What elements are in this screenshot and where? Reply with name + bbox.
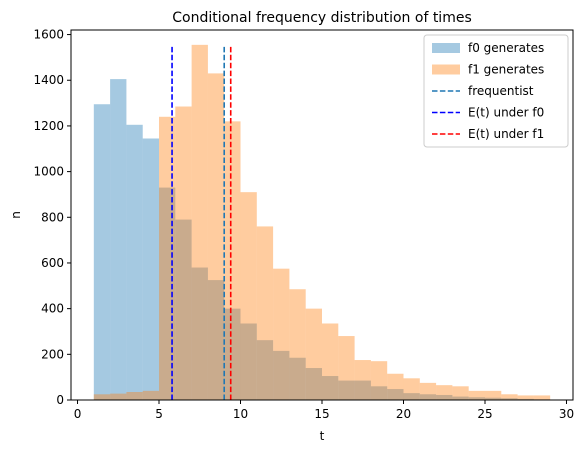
histogram-bar — [419, 382, 437, 400]
x-tick-label: 25 — [477, 407, 492, 421]
y-tick-label: 400 — [41, 302, 64, 316]
histogram-bar — [273, 350, 290, 400]
histogram-bar — [289, 289, 306, 400]
histogram-bar — [468, 390, 485, 400]
histogram-bar — [322, 323, 339, 400]
x-tick-label: 0 — [74, 407, 82, 421]
histogram-bar — [517, 395, 534, 400]
histogram-bar — [468, 397, 485, 400]
histogram-bar — [142, 390, 160, 400]
histogram-bar — [387, 389, 404, 400]
histogram-bar — [484, 397, 502, 400]
histogram-bar — [93, 104, 111, 400]
histogram-bar — [452, 386, 469, 400]
histogram-bar — [126, 392, 143, 400]
histogram-bar — [240, 323, 257, 400]
histogram-bar — [338, 336, 355, 400]
histogram-bar — [126, 124, 143, 401]
histogram-bar — [256, 340, 274, 400]
histogram-bar — [354, 380, 371, 400]
histogram-bar — [305, 368, 322, 400]
histogram-bar — [289, 357, 306, 400]
histogram-bar — [110, 79, 127, 401]
histogram-bar — [403, 378, 420, 400]
plot-area — [93, 44, 551, 401]
histogram-bar — [224, 308, 241, 400]
histogram-bar — [338, 380, 355, 400]
histogram-bar — [501, 394, 518, 400]
x-tick-label: 10 — [233, 407, 248, 421]
histogram-bar — [501, 398, 518, 400]
histogram-bar — [354, 360, 371, 400]
histogram-bar — [436, 385, 453, 400]
histogram-bar — [175, 219, 192, 400]
legend-swatch — [432, 43, 460, 53]
legend-label: f1 generates — [468, 63, 544, 77]
histogram-bar — [224, 121, 241, 400]
chart-title: Conditional frequency distribution of ti… — [172, 10, 472, 26]
legend-box — [423, 34, 569, 148]
histogram-bar — [175, 106, 192, 401]
histogram-bar — [159, 116, 176, 400]
legend-swatch — [432, 64, 460, 75]
histogram-bar — [370, 361, 388, 400]
histogram-bar — [191, 44, 208, 401]
x-axis-label: t — [320, 429, 325, 443]
histogram-bar — [419, 394, 437, 400]
histogram-bar — [207, 73, 225, 400]
histogram-bar — [452, 396, 469, 400]
histogram-bar — [533, 395, 551, 400]
series-1 — [93, 79, 551, 401]
legend-label: f0 generates — [468, 41, 544, 55]
histogram-bar — [403, 393, 420, 400]
histogram-bar — [159, 187, 176, 400]
y-tick-label: 1600 — [33, 28, 64, 42]
histogram-bar — [240, 192, 257, 400]
series-2 — [93, 44, 551, 401]
y-axis-label: n — [9, 211, 23, 219]
legend-label: frequentist — [468, 84, 534, 98]
y-tick-label: 1000 — [33, 165, 64, 179]
histogram-bar — [191, 267, 208, 400]
histogram-bar — [142, 138, 160, 400]
histogram-bar — [322, 376, 339, 400]
x-tick-label: 20 — [396, 407, 411, 421]
x-tick-label: 5 — [155, 407, 163, 421]
histogram-bar — [370, 386, 388, 400]
histogram-bar — [273, 268, 290, 400]
y-tick-label: 1400 — [33, 73, 64, 87]
histogram-bar — [110, 393, 127, 400]
histogram-bar — [256, 226, 274, 400]
histogram-bar — [517, 398, 534, 400]
y-axis: 0 200 400 600 800 1000 1200 1400 1600 — [33, 28, 71, 407]
y-tick-label: 200 — [41, 347, 64, 361]
histogram-bar — [387, 373, 404, 400]
legend: f0 generates f1 generates frequentist E(t) … — [423, 34, 569, 148]
y-tick-label: 600 — [41, 256, 64, 270]
histogram-bar — [436, 394, 453, 400]
histogram-bar — [207, 280, 225, 400]
y-tick-label: 800 — [41, 210, 64, 224]
y-tick-label: 1200 — [33, 119, 64, 133]
legend-label: E(t) under f0 — [468, 106, 544, 120]
histogram-bar — [305, 308, 322, 400]
x-tick-label: 30 — [559, 407, 574, 421]
x-axis: 0 5 10 15 20 25 30 — [74, 400, 574, 421]
legend-label: E(t) under f1 — [468, 127, 544, 141]
histogram-bar — [93, 394, 111, 400]
histogram-bar — [484, 390, 502, 400]
x-tick-label: 15 — [314, 407, 329, 421]
y-tick-label: 0 — [56, 393, 64, 407]
